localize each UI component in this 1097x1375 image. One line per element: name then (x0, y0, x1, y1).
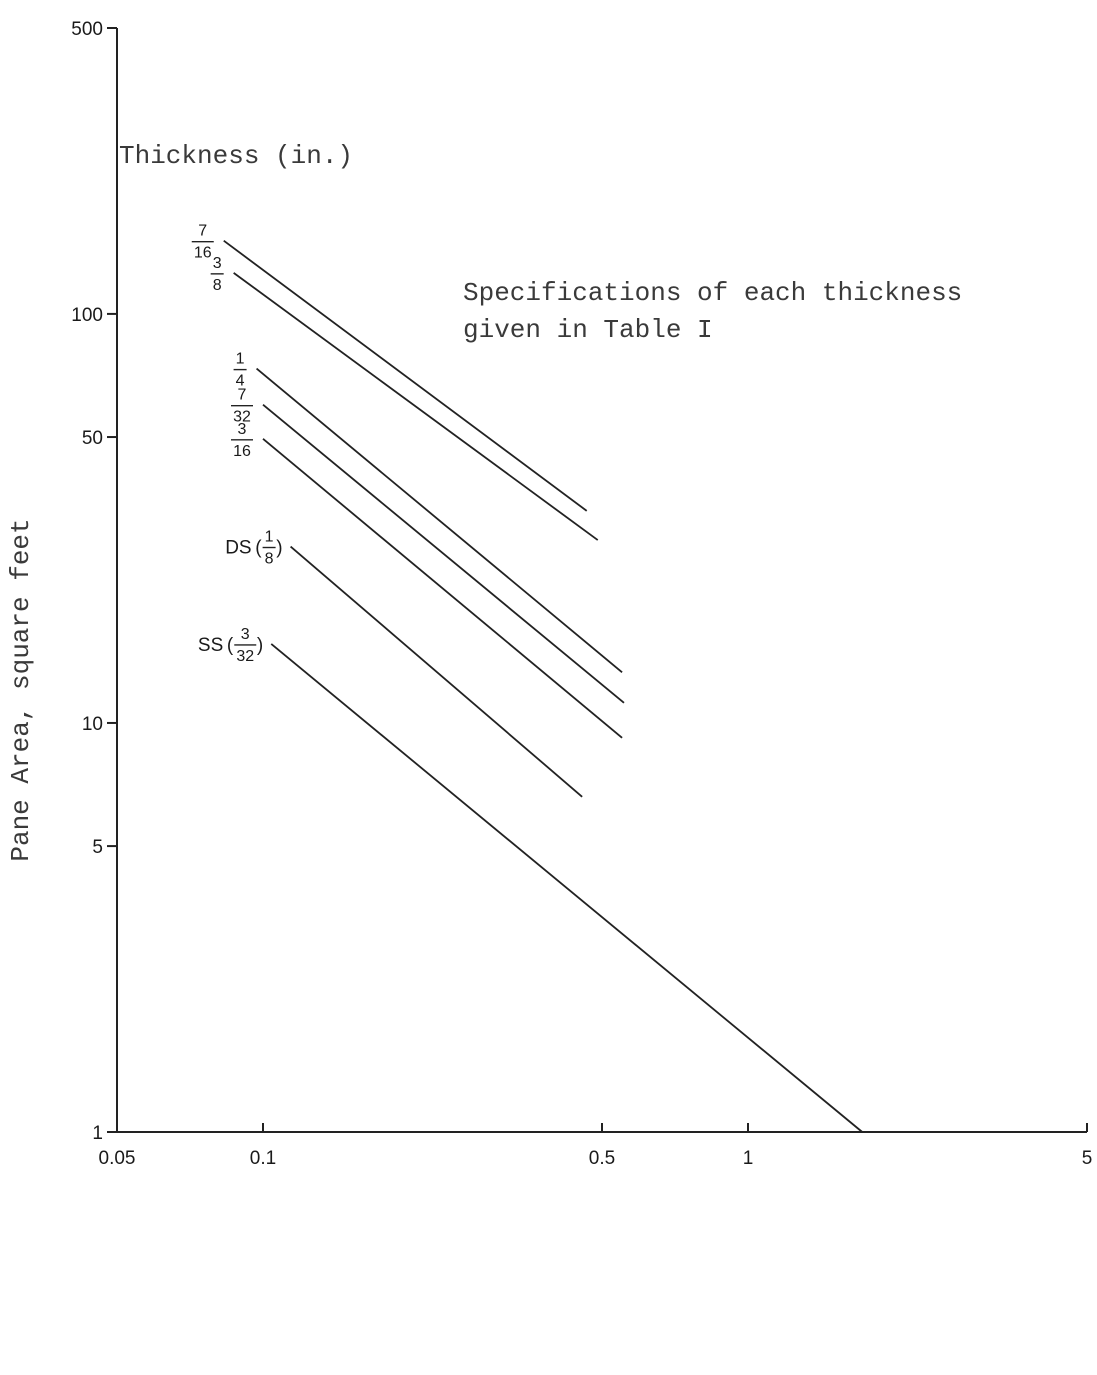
y-tick-label: 50 (82, 428, 103, 449)
series-line (290, 545, 583, 798)
series-line (262, 403, 625, 704)
series-label: 316 (230, 421, 253, 460)
series-group (223, 239, 863, 1133)
y-axis-label: Pane Area, square feet (6, 518, 36, 861)
series-label-prefix: DS (225, 538, 251, 559)
series-label-num: 7 (198, 223, 207, 240)
series-label-den: 32 (236, 648, 254, 665)
series-label-den: 4 (236, 373, 245, 390)
series-line (262, 438, 623, 739)
series-label-paren: ) (257, 635, 263, 656)
series-label-den: 16 (233, 443, 251, 460)
series-line (223, 239, 588, 512)
y-tick-label: 100 (71, 305, 103, 326)
series-line (270, 643, 863, 1133)
y-tick-label: 10 (82, 714, 103, 735)
series-label-paren: ) (276, 538, 282, 559)
series-label-den: 8 (213, 277, 222, 294)
annotation-line: Specifications of each thickness (463, 278, 962, 308)
series-label-num: 7 (238, 387, 247, 404)
annotation-line: given in Table I (463, 315, 713, 345)
x-tick-label: 1 (743, 1148, 754, 1169)
series-label-paren: ( (255, 538, 262, 559)
series-label-num: 3 (213, 255, 222, 272)
series-label: 732 (230, 387, 253, 426)
series-line (256, 367, 623, 673)
series-label-num: 1 (236, 351, 245, 368)
axes (107, 27, 1088, 1133)
series-label: 38 (210, 255, 224, 294)
series-label-num: 3 (241, 626, 250, 643)
series-label: ) (SS 3 32 (198, 626, 263, 665)
x-tick-label: 0.1 (250, 1148, 276, 1169)
y-tick-label: 5 (92, 837, 103, 858)
series-label: 14 (233, 351, 247, 390)
x-tick-label: 5 (1082, 1148, 1093, 1169)
series-label-den: 32 (233, 409, 251, 426)
labels: 1 5 10 50 100 500 0.05 0.1 0.5 1 5 Pane Area, squar… (6, 19, 1092, 1169)
series-label: 716 (191, 223, 214, 262)
series-label-prefix: SS (198, 635, 223, 656)
y-tick-label: 500 (71, 19, 103, 40)
x-tick-label: 0.5 (589, 1148, 615, 1169)
series-label-den: 8 (265, 551, 274, 568)
series-label: ) (DS 1 8 (225, 529, 282, 568)
series-label-den: 16 (194, 245, 212, 262)
series-label-num: 3 (238, 421, 247, 438)
y-tick-label: 1 (92, 1123, 103, 1144)
legend-title: Thickness (in.) (119, 141, 353, 171)
x-tick-label: 0.05 (99, 1148, 136, 1169)
series-label-num: 1 (265, 529, 274, 546)
series-line (233, 272, 599, 541)
series-label-paren: ( (227, 635, 234, 656)
